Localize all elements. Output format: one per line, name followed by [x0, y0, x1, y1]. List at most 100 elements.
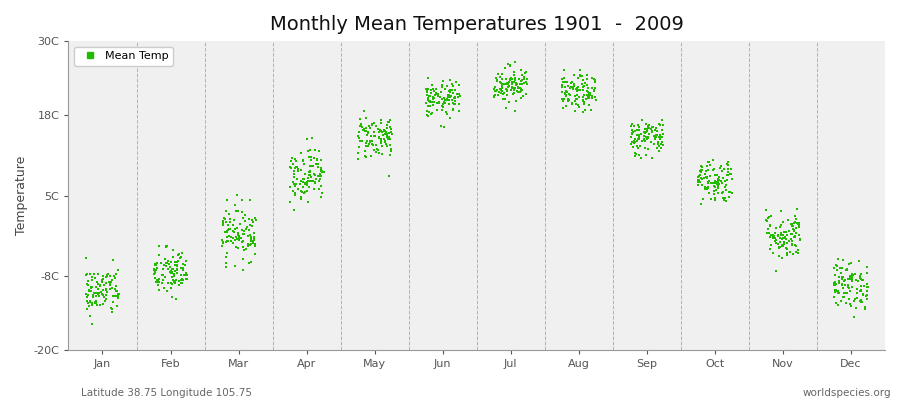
- Point: [382, 117, 397, 124]
- Point: [571, 92, 585, 98]
- Point: [437, 97, 452, 104]
- Point: [491, 71, 505, 77]
- Point: [174, 254, 188, 260]
- Point: [308, 147, 322, 153]
- Point: [111, 295, 125, 302]
- Point: [176, 265, 191, 272]
- Point: [442, 97, 456, 103]
- Point: [423, 93, 437, 99]
- Point: [445, 81, 459, 87]
- Point: [377, 126, 392, 133]
- Point: [94, 288, 108, 295]
- Point: [778, 234, 793, 240]
- Point: [721, 162, 735, 168]
- Point: [360, 138, 374, 144]
- Point: [829, 263, 843, 270]
- Point: [301, 199, 315, 205]
- Point: [785, 238, 799, 244]
- Point: [763, 213, 778, 219]
- Point: [626, 144, 640, 150]
- Point: [295, 178, 310, 185]
- Point: [515, 76, 529, 83]
- Point: [300, 179, 314, 186]
- Point: [446, 100, 460, 106]
- Point: [505, 83, 519, 90]
- Point: [179, 271, 194, 278]
- Point: [848, 271, 862, 277]
- Point: [381, 136, 395, 142]
- Point: [791, 250, 806, 256]
- Point: [88, 275, 103, 282]
- Point: [79, 298, 94, 304]
- Point: [289, 158, 303, 164]
- Point: [420, 97, 435, 103]
- Point: [765, 235, 779, 242]
- Point: [768, 230, 782, 236]
- Point: [555, 76, 570, 82]
- Point: [380, 131, 394, 137]
- Point: [572, 73, 587, 80]
- Point: [313, 183, 328, 190]
- Point: [639, 134, 653, 140]
- Point: [227, 216, 241, 223]
- Point: [775, 242, 789, 248]
- Point: [557, 96, 572, 102]
- Point: [508, 74, 522, 81]
- Point: [103, 280, 117, 286]
- Point: [452, 82, 466, 88]
- Point: [580, 85, 595, 91]
- Point: [302, 169, 317, 176]
- Point: [365, 142, 380, 148]
- Point: [780, 246, 795, 252]
- Point: [779, 232, 794, 238]
- Point: [627, 138, 642, 144]
- Point: [315, 190, 329, 196]
- Point: [767, 232, 781, 239]
- Point: [103, 286, 117, 293]
- Point: [159, 242, 174, 249]
- Point: [379, 130, 393, 137]
- Point: [228, 263, 242, 269]
- Point: [240, 233, 255, 239]
- Point: [774, 232, 788, 238]
- Point: [354, 121, 368, 127]
- Point: [844, 271, 859, 278]
- Point: [701, 184, 716, 190]
- Point: [500, 88, 514, 94]
- Point: [111, 291, 125, 298]
- Point: [364, 138, 379, 144]
- Point: [827, 279, 842, 285]
- Point: [380, 125, 394, 132]
- Point: [632, 127, 646, 133]
- Point: [316, 168, 330, 175]
- Point: [713, 164, 727, 171]
- Point: [775, 243, 789, 250]
- Point: [559, 92, 573, 99]
- Point: [843, 260, 858, 266]
- Point: [789, 249, 804, 255]
- Point: [174, 280, 188, 286]
- Point: [302, 168, 317, 174]
- Point: [152, 252, 166, 258]
- Point: [288, 190, 302, 196]
- Point: [446, 107, 460, 114]
- Point: [631, 122, 645, 128]
- Point: [634, 138, 649, 144]
- Point: [311, 161, 326, 168]
- Point: [518, 76, 532, 83]
- Point: [583, 107, 598, 113]
- Point: [219, 239, 233, 246]
- Point: [706, 188, 721, 194]
- Point: [707, 166, 722, 172]
- Point: [647, 132, 662, 139]
- Point: [106, 293, 121, 300]
- Point: [110, 303, 124, 310]
- Point: [216, 218, 230, 224]
- Point: [288, 192, 302, 198]
- Point: [793, 236, 807, 243]
- Point: [420, 87, 435, 94]
- Point: [772, 243, 787, 250]
- Point: [109, 293, 123, 299]
- Point: [761, 213, 776, 220]
- Point: [711, 174, 725, 180]
